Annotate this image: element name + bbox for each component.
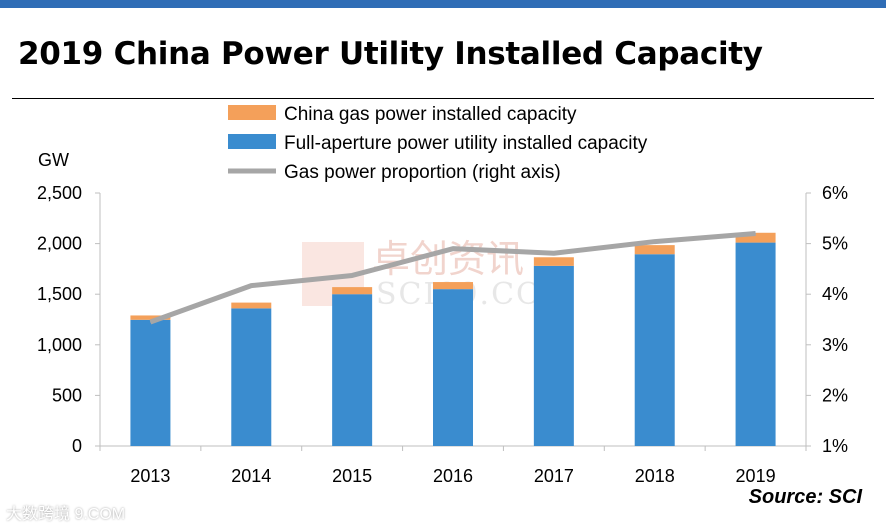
gas-proportion-point-2015 (351, 274, 353, 276)
gas-proportion-point-2018 (654, 241, 656, 243)
y-tick-label: 2,500 (37, 183, 82, 203)
bar-utility-2018 (634, 254, 675, 446)
legend-label: Full-aperture power utility installed ca… (284, 133, 648, 154)
corner-watermark: 大数跨境 9.COM (6, 506, 126, 523)
x-tick-label: 2019 (736, 466, 776, 486)
bar-utility-2014 (231, 308, 272, 446)
chart-title: 2019 China Power Utility Installed Capac… (18, 36, 763, 72)
legend-swatch (228, 105, 276, 120)
title-divider (12, 98, 874, 99)
y-tick-label: 0 (72, 436, 82, 456)
bar-utility-2013 (130, 319, 171, 446)
bar-utility-2019 (735, 242, 776, 446)
bar-gas-2016 (433, 282, 473, 290)
y2-tick-label: 6% (822, 183, 848, 203)
y2-tick-label: 2% (822, 385, 848, 405)
gas-proportion-point-2019 (755, 232, 757, 234)
y2-tick-label: 4% (822, 284, 848, 304)
x-tick-label: 2014 (231, 466, 271, 486)
y-tick-label: 1,500 (37, 284, 82, 304)
bar-gas-2014 (231, 302, 272, 309)
x-tick-label: 2015 (332, 466, 372, 486)
bar-gas-2017 (533, 257, 574, 266)
y-tick-label: 2,000 (37, 234, 82, 254)
y-tick-label: 500 (52, 385, 82, 405)
bar-gas-2018 (634, 245, 675, 255)
bar-utility-2015 (332, 294, 373, 446)
line-series (149, 230, 757, 325)
x-tick-label: 2018 (635, 466, 675, 486)
x-tick-label: 2013 (130, 466, 170, 486)
bar-utility-2016 (433, 289, 473, 446)
watermark-cn: 卓创资讯 (372, 237, 524, 281)
bar-gas-2019 (735, 232, 776, 243)
gas-proportion-point-2017 (553, 252, 555, 254)
x-tick-label: 2017 (534, 466, 574, 486)
bars (130, 232, 776, 446)
legend: China gas power installed capacity Full-a… (228, 104, 648, 183)
y-tick-label: 1,000 (37, 335, 82, 355)
gas-proportion-point-2014 (250, 285, 252, 287)
bar-gas-2013 (130, 315, 171, 320)
bar-gas-2015 (332, 287, 373, 295)
y2-tick-label: 1% (822, 436, 848, 456)
gas-proportion-point-2013 (149, 321, 151, 323)
legend-label: China gas power installed capacity (284, 104, 577, 125)
axes: 0 500 1,000 1,500 2,000 2,500 1% 2% 3% 4% 5% 6% GW 20… (37, 150, 848, 486)
x-tick-label: 2016 (433, 466, 473, 486)
y2-tick-label: 3% (822, 335, 848, 355)
y-axis-unit-label: GW (38, 150, 69, 170)
bar-utility-2017 (533, 265, 574, 446)
gas-proportion-point-2016 (452, 248, 454, 250)
legend-label: Gas power proportion (right axis) (284, 162, 561, 183)
title-accent-bar (0, 0, 886, 8)
source-note: Source: SCI (748, 486, 862, 508)
y2-tick-label: 5% (822, 234, 848, 254)
legend-swatch (228, 134, 276, 149)
